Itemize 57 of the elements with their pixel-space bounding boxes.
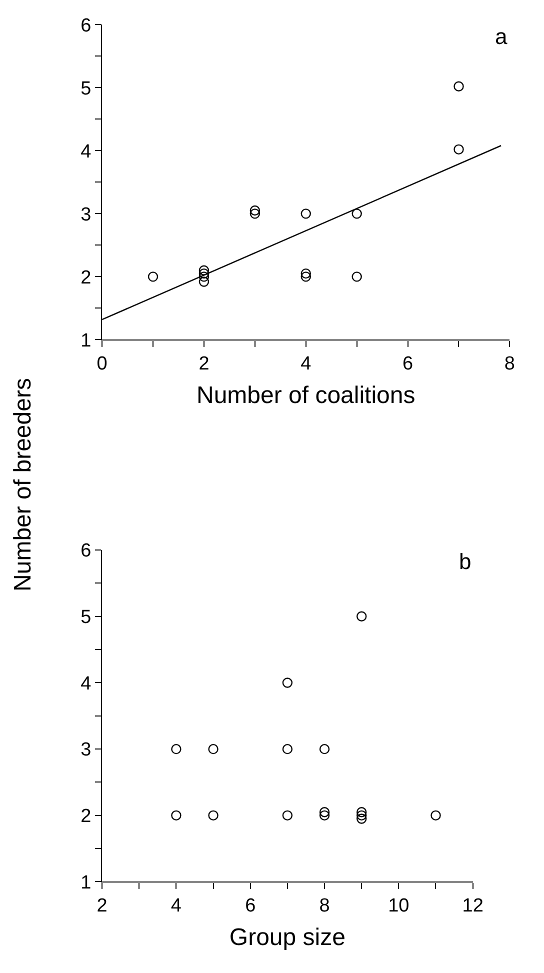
x-tick-label: 0 [96, 354, 108, 375]
y-tick-label: 2 [80, 806, 92, 828]
point [454, 144, 464, 155]
x-tick-label: 8 [319, 896, 330, 917]
point [171, 744, 182, 754]
x-tick-label: 4 [300, 354, 312, 375]
x-tick-label: 10 [388, 896, 410, 917]
point [198, 272, 210, 282]
point [208, 744, 218, 754]
point [356, 810, 367, 821]
point [171, 810, 182, 821]
annotation: a [495, 24, 508, 49]
y-tick-label: 5 [80, 78, 92, 100]
x-axis-title: Group size [229, 924, 346, 951]
y-tick-label: 6 [80, 15, 92, 36]
point [282, 810, 293, 821]
point [208, 810, 218, 821]
y-tick-label: 4 [80, 141, 92, 162]
x-tick-label: 6 [402, 354, 414, 375]
point [356, 611, 367, 622]
point [198, 268, 210, 279]
y-axis-title: Number of breeders [9, 378, 36, 592]
x-tick-label: 2 [198, 354, 210, 375]
point [300, 268, 311, 279]
x-tick-label: 2 [96, 896, 108, 917]
y-tick-label: 1 [80, 330, 92, 352]
point [250, 205, 260, 216]
x-tick-label: 4 [170, 896, 182, 917]
y-tick-label: 4 [80, 673, 92, 694]
point [282, 744, 293, 754]
y-tick-label: 6 [80, 540, 92, 562]
annotation: b [459, 549, 472, 574]
x-tick-label: 12 [462, 896, 484, 917]
point [352, 208, 362, 219]
point [454, 81, 464, 92]
point [250, 208, 260, 219]
point [430, 810, 441, 821]
y-tick-label: 2 [80, 267, 92, 288]
x-tick-label: 8 [504, 354, 515, 375]
y-tick-label: 1 [80, 872, 92, 894]
point [356, 814, 367, 824]
point [352, 272, 362, 282]
point [319, 806, 330, 818]
y-tick-label: 3 [80, 740, 92, 761]
x-axis-title: Number of coalitions [196, 382, 416, 409]
point [282, 678, 293, 688]
point [300, 272, 311, 282]
y-tick-label: 5 [80, 607, 92, 628]
point [319, 744, 330, 754]
point [319, 810, 330, 821]
point [148, 272, 158, 282]
point [356, 806, 367, 818]
point [198, 265, 210, 276]
y-tick-label: 3 [80, 204, 92, 226]
point [198, 276, 210, 287]
point [300, 208, 311, 219]
x-tick-label: 6 [245, 896, 256, 917]
